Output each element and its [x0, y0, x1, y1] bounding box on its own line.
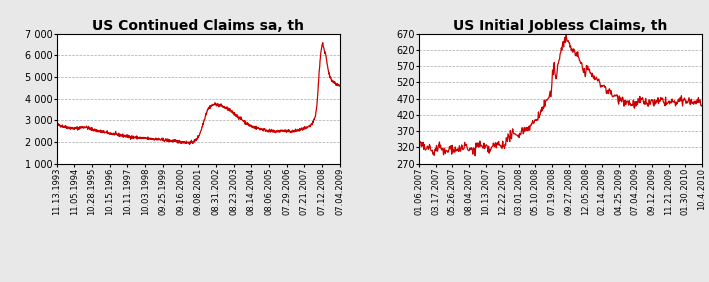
Title: US Initial Jobless Claims, th: US Initial Jobless Claims, th [453, 19, 668, 33]
Title: US Continued Claims sa, th: US Continued Claims sa, th [92, 19, 304, 33]
